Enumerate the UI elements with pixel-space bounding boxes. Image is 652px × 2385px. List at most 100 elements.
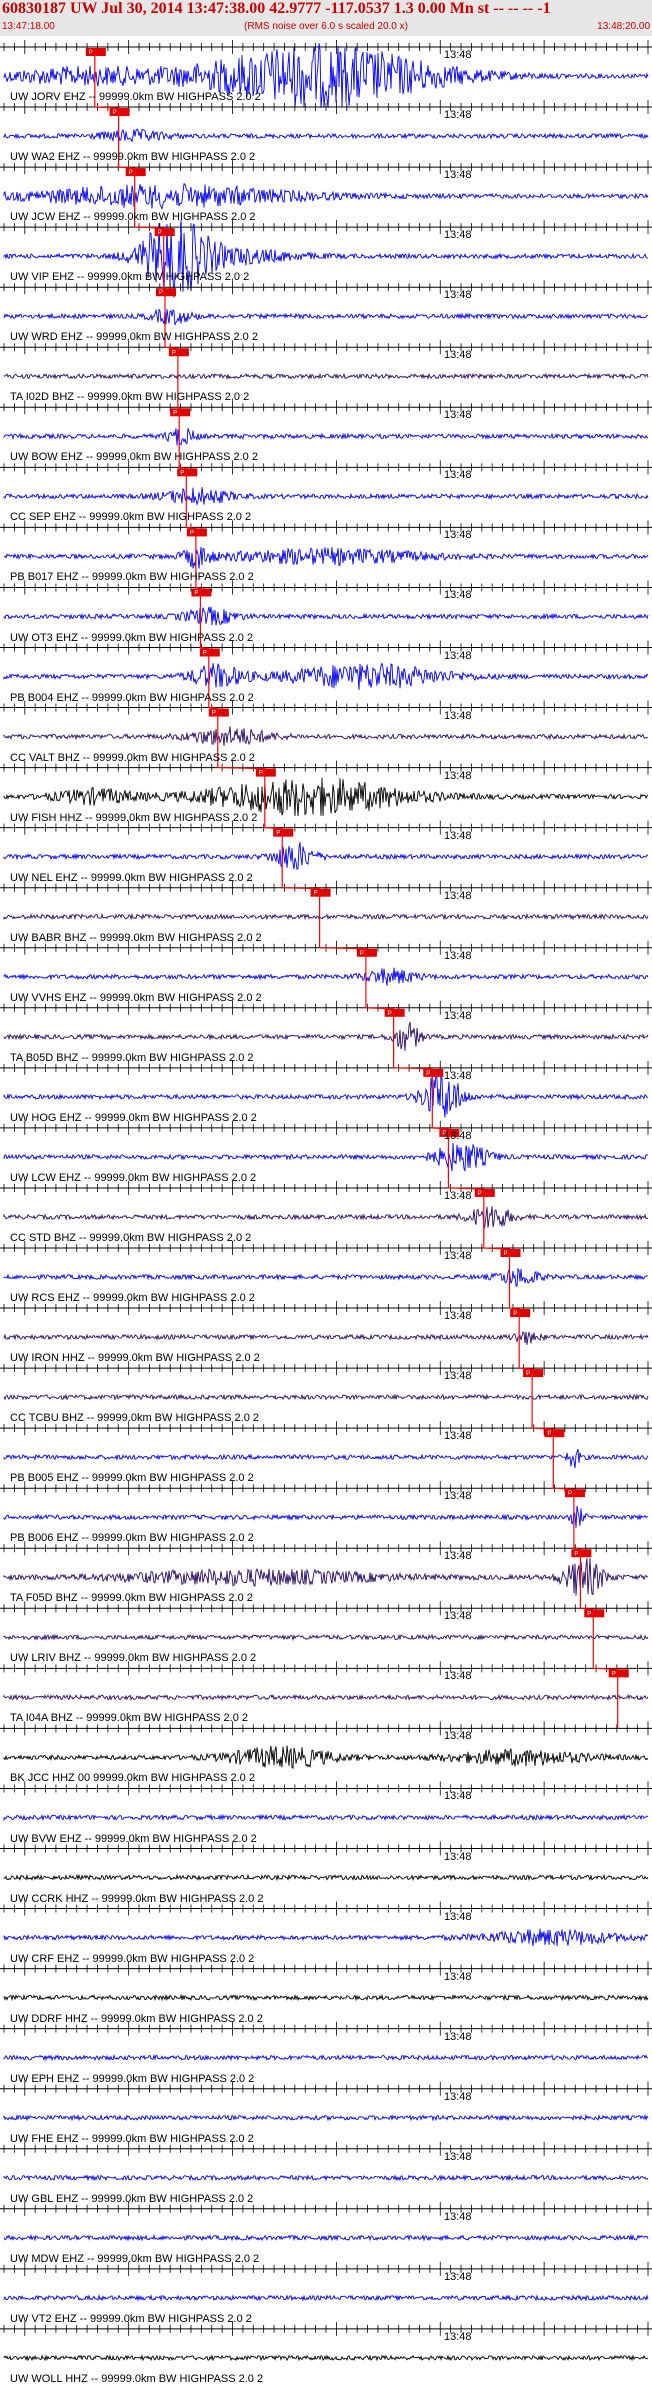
time-mark-label: 13:48 [444,2030,472,2043]
waveform [3,1267,648,1287]
p-pick-tag [156,288,176,297]
p-pick-label: P [612,1671,616,1677]
p-pick-tag [564,1489,585,1498]
waveform [3,1745,649,1770]
time-mark-label: 13:48 [444,949,472,962]
station-label: PB B006 EHZ -- 99999.0km BW HIGHPASS 2.0… [10,1532,254,1545]
waveform [3,547,649,569]
waveform [3,1993,649,2002]
waveform [3,1074,649,1118]
time-mark-label: 13:48 [444,349,472,362]
time-mark-label: 13:48 [444,2150,472,2163]
waveform [3,2053,649,2062]
station-label: BK JCC HHZ 00 99999.0km BW HIGHPASS 2.0 … [10,1772,255,1785]
station-label: UW JORV EHZ -- 99999.0km BW HIGHPASS 2.0… [10,91,261,104]
station-label: TA I02D BHZ -- 99999.0km BW HIGHPASS 2.0… [10,391,250,404]
station-label: UW LRIV BHZ -- 99999.0km BW HIGHPASS 2.0… [10,1652,257,1665]
p-pick-tag [423,1068,444,1077]
time-mark-label: 13:48 [444,769,472,782]
p-pick-label: P [158,230,162,236]
station-label: UW OT3 EHZ -- 99999.0km BW HIGHPASS 2.0 … [10,631,254,644]
station-label: UW EPH EHZ -- 99999.0km BW HIGHPASS 2.0 … [10,2072,255,2085]
station-label: TA B05D BHZ -- 99999.0km BW HIGHPASS 2.0… [10,1051,254,1064]
p-pick-label: P [172,350,176,356]
station-label: UW DDRF HHZ -- 99999.0km BW HIGHPASS 2.0… [10,2012,263,2025]
p-pick-label: P [259,771,263,777]
waveform [3,128,649,143]
waveform [3,428,649,446]
time-mark-label: 13:48 [444,2210,472,2223]
waveform [3,1633,649,1642]
time-mark-label: 13:48 [444,1610,472,1623]
waveform [3,1021,649,1051]
time-mark-label: 13:48 [444,1550,472,1563]
p-pick-tag [474,1188,495,1197]
time-mark-label: 13:48 [444,709,472,722]
p-pick-tag [510,1309,531,1318]
moveout-pick-line [94,48,619,1729]
station-label: UW WRD EHZ -- 99999.0km BW HIGHPASS 2.0 … [10,331,258,344]
station-label: TA I04A BHZ -- 99999.0km BW HIGHPASS 2.0… [10,1712,249,1725]
station-label: PB B017 EHZ -- 99999.0km BW HIGHPASS 2.0… [10,571,254,584]
header-bar: 60830187 UW Jul 30, 2014 13:47:38.00 42.… [0,0,652,36]
end-time: 13:48:20.00 [597,21,650,32]
seismogram-plot: P P P P P P P P P P P P P P P P P P P P P P P P P P P P UW JORV EHZ… [0,36,652,2385]
p-pick-tag [310,888,331,897]
p-pick-label: P [568,1491,572,1497]
station-label: UW CRF EHZ -- 99999.0km BW HIGHPASS 2.0 … [10,1952,255,1965]
time-mark-label: 13:48 [444,289,472,302]
station-label: UW MDW EHZ -- 99999.0km BW HIGHPASS 2.0 … [10,2252,260,2265]
waveform [3,372,649,381]
time-mark-label: 13:48 [444,1730,472,1743]
station-label: UW RCS EHZ -- 99999.0km BW HIGHPASS 2.0 … [10,1292,255,1305]
p-pick-label: P [478,1191,482,1197]
time-mark-label: 13:48 [444,1250,472,1262]
time-mark-label: 13:48 [444,1069,472,1082]
waveform [3,1693,649,1702]
waveform [3,43,649,108]
station-label: UW FISH HHZ -- 99999.0km BW HIGHPASS 2.0… [10,811,258,824]
station-label: UW VT2 EHZ -- 99999.0km BW HIGHPASS 2.0 … [10,2312,252,2325]
p-pick-tag [170,408,191,417]
p-pick-tag [255,768,276,777]
p-pick-tag [208,708,229,717]
p-pick-label: P [587,1611,591,1617]
station-label: CC SEP EHZ -- 99999.0km BW HIGHPASS 2.0 … [10,511,252,524]
waveform [3,1505,649,1528]
traces-canvas: P P P P P P P P P P P P P P P P P P P P P P P P P P P P [0,40,652,2362]
station-label: UW VIP EHZ -- 99999.0km BW HIGHPASS 2.0 … [10,271,250,284]
time-mark-label: 13:48 [444,1910,472,1923]
p-pick-label: P [526,1371,530,1377]
station-label: UW BABR BHZ -- 99999.0km BW HIGHPASS 2.0… [10,931,262,944]
waveform [3,777,649,817]
waveform [3,308,649,326]
p-pick-tag [384,1008,405,1017]
station-label: PB B004 EHZ -- 99999.0km BW HIGHPASS 2.0… [10,691,254,704]
p-pick-label: P [203,651,207,657]
station-label: TA F05D BHZ -- 99999.0km BW HIGHPASS 2.0… [10,1592,253,1605]
time-mark-label: 13:48 [444,2270,472,2283]
p-pick-label: P [159,290,163,296]
station-label: UW BVW EHZ -- 99999.0km BW HIGHPASS 2.0 … [10,1832,257,1845]
station-label: UW LCW EHZ -- 99999.0km BW HIGHPASS 2.0 … [10,1171,257,1184]
waveform [3,1393,649,1401]
time-mark-label: 13:48 [444,2090,472,2103]
time-mark-label: 13:48 [444,469,472,482]
time-mark-label: 13:48 [444,49,472,61]
p-pick-label: P [180,470,184,476]
p-pick-label: P [504,1251,508,1257]
p-pick-tag [584,1609,605,1618]
p-pick-tag [154,228,175,237]
waveform [3,2354,649,2362]
time-mark-label: 13:48 [444,1670,472,1683]
time-mark-label: 13:48 [444,649,472,662]
time-mark-label: 13:48 [444,889,472,902]
p-pick-label: P [547,1431,551,1437]
start-time: 13:47:18.00 [2,21,55,32]
waveform [3,1206,649,1230]
p-pick-tag [85,48,106,56]
time-mark-label: 13:48 [444,169,472,182]
station-label: UW WA2 EHZ -- 99999.0km BW HIGHPASS 2.0 … [10,151,256,164]
time-mark-label: 13:48 [444,1009,472,1022]
p-pick-tag [571,1549,592,1558]
